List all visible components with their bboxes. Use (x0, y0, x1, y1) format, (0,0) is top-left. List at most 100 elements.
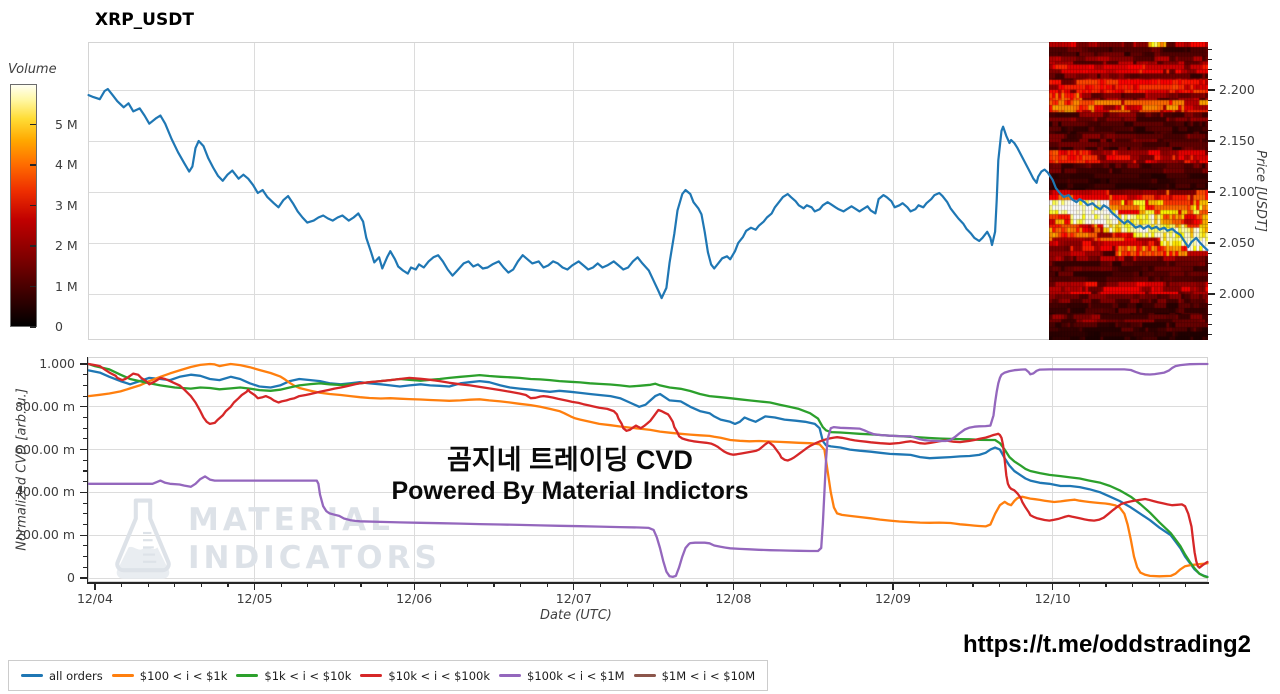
h-gridline (88, 191, 1208, 193)
y-minor-tick (83, 459, 87, 461)
x-minor-tick (227, 583, 229, 587)
cvd-left-spine (87, 357, 89, 582)
cvd-line-0 (87, 369, 1209, 579)
colorbar-label: Volume (8, 62, 57, 77)
v-gridline (254, 42, 256, 340)
y-minor-tick (1208, 48, 1212, 50)
x-minor-tick (1158, 583, 1160, 587)
v-gridline (892, 42, 894, 340)
y-tick-label: 0 (67, 570, 75, 585)
y-minor-tick (83, 523, 87, 526)
x-minor-tick (387, 583, 389, 587)
y-major-tick (1208, 242, 1215, 244)
y-minor-tick (1208, 171, 1212, 173)
x-minor-tick (759, 583, 761, 587)
legend-item-2: $1k < i < $10k (236, 669, 351, 683)
x-minor-tick (1105, 583, 1107, 587)
y-minor-tick (83, 470, 87, 472)
y-minor-tick (83, 374, 87, 376)
h-gridline (88, 293, 1208, 295)
y-major-tick (80, 577, 87, 579)
legend-item-5: $1M < i < $10M (633, 668, 756, 683)
colorbar-tick (30, 285, 36, 288)
y-major-tick (80, 363, 87, 365)
colorbar-tick (30, 326, 36, 328)
y-minor-tick (1208, 273, 1212, 275)
x-minor-tick (280, 583, 282, 587)
v-gridline (573, 357, 575, 582)
y-minor-tick (1208, 324, 1212, 326)
x-axis-label: Date (UTC) (540, 608, 612, 623)
y-major-tick (80, 491, 87, 494)
x-minor-tick (440, 583, 442, 587)
x-major-tick (1051, 583, 1054, 590)
y-minor-tick (1208, 79, 1212, 81)
x-minor-tick (1025, 583, 1027, 587)
legend-label: $100k < i < $1M (527, 668, 625, 683)
chart-title: XRP_USDT (95, 10, 194, 30)
x-minor-tick (599, 583, 602, 587)
x-minor-tick (174, 583, 176, 587)
x-tick-label: 12/08 (715, 591, 752, 606)
y-tick-label: 2.150 (1219, 133, 1255, 148)
x-minor-tick (919, 583, 921, 587)
legend-item-4: $100k < i < $1M (499, 669, 625, 683)
x-minor-tick (786, 583, 788, 587)
legend-swatch (236, 674, 259, 677)
x-minor-tick (1132, 583, 1134, 587)
colorbar-tick-label: 1 M (55, 278, 78, 294)
legend-label: $10k < i < $100k (388, 668, 491, 683)
h-gridline (88, 577, 1208, 579)
y-minor-tick (1208, 283, 1212, 285)
h-gridline (88, 449, 1208, 451)
y-major-tick (1208, 89, 1215, 91)
y-minor-tick (83, 502, 87, 504)
cvd-line-2 (87, 362, 1209, 579)
v-gridline (413, 42, 415, 340)
y-minor-tick (83, 438, 87, 440)
overlay-caption-line2: Powered By Material Indictors (391, 477, 749, 506)
x-minor-tick (360, 583, 362, 587)
y-minor-tick (83, 416, 87, 419)
y-minor-tick (1208, 130, 1212, 132)
y-minor-tick (1208, 201, 1212, 203)
x-minor-tick (1078, 583, 1080, 587)
x-major-tick (413, 583, 415, 590)
colorbar-tick-label: 3 M (55, 197, 78, 213)
y-tick-label: 2.200 (1219, 82, 1255, 97)
legend-item-0: all orders (21, 669, 103, 683)
price-line (87, 87, 1209, 300)
overlay-caption: 곰지네 트레이딩 CVD Powered By Material Indicto… (270, 444, 870, 508)
colorbar-tick-label: 2 M (55, 238, 78, 253)
legend-swatch (499, 674, 522, 677)
y-minor-tick (1208, 69, 1212, 71)
x-major-tick (732, 583, 735, 590)
x-minor-tick (626, 583, 628, 587)
y-minor-tick (83, 545, 87, 547)
colorbar-tick (30, 245, 36, 247)
x-minor-tick (653, 583, 655, 587)
y-minor-tick (83, 384, 87, 386)
y-minor-tick (83, 395, 87, 397)
cvd-plot-border (88, 357, 1208, 582)
x-tick-label: 12/07 (555, 591, 592, 606)
legend-label: $1M < i < $10M (661, 668, 756, 683)
x-minor-tick (839, 583, 841, 587)
y-minor-tick (1208, 262, 1212, 264)
y-minor-tick (1208, 303, 1212, 305)
h-gridline (88, 363, 1208, 365)
x-major-tick (573, 583, 575, 590)
y-tick-label: 2.100 (1219, 184, 1255, 199)
y-tick-label: 2.000 (1219, 286, 1255, 301)
y-major-tick (80, 534, 87, 536)
y-major-tick (80, 448, 87, 451)
telegram-link[interactable]: https://t.me/oddstrading2 (963, 631, 1251, 658)
y-tick-label: 600.00 m (15, 441, 75, 457)
y-minor-tick (1208, 120, 1212, 122)
v-gridline (732, 357, 734, 582)
y-minor-tick (83, 566, 87, 568)
flask-icon (115, 498, 171, 579)
colorbar-tick (30, 123, 36, 126)
price-axis-label: Price [USDT] (1253, 150, 1268, 232)
x-major-tick (94, 583, 96, 590)
